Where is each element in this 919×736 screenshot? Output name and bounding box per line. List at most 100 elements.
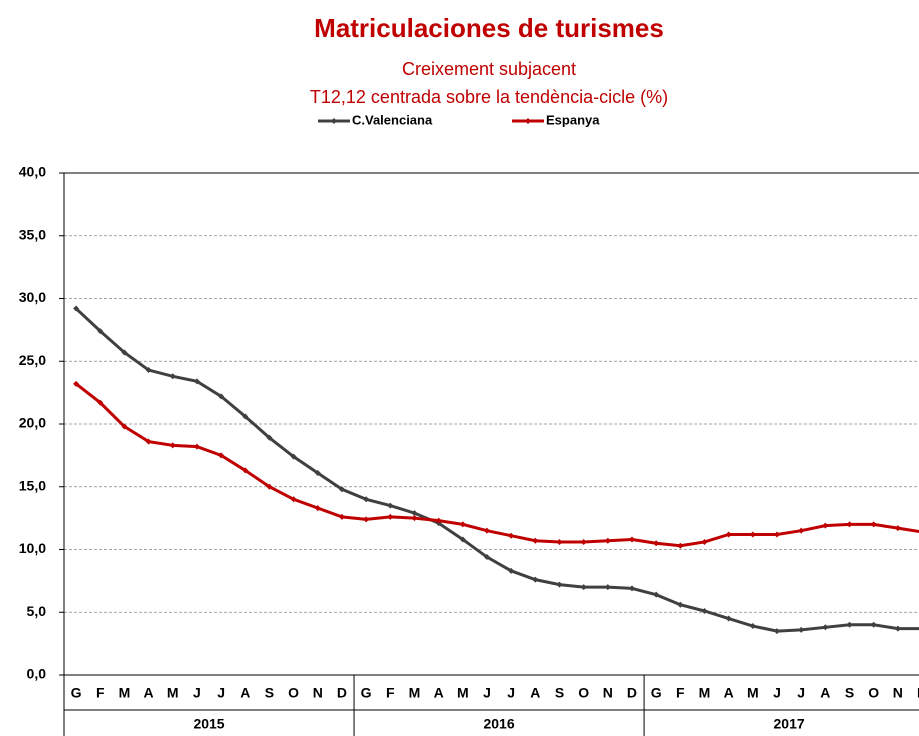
data-point — [822, 624, 829, 631]
data-point — [653, 591, 660, 598]
x-tick-label: O — [578, 685, 589, 701]
data-point — [169, 373, 176, 380]
x-tick-label: N — [313, 685, 323, 701]
data-point — [870, 621, 877, 628]
data-point — [387, 513, 394, 520]
data-point — [338, 486, 345, 493]
data-point — [556, 581, 563, 588]
data-point — [822, 522, 829, 529]
series-line — [75, 382, 919, 548]
data-point — [628, 585, 635, 592]
y-tick-label: 20,0 — [19, 415, 46, 431]
data-point — [73, 380, 80, 387]
data-point — [798, 626, 805, 633]
data-point — [532, 576, 539, 583]
data-point — [894, 525, 901, 532]
data-point — [363, 516, 370, 523]
data-point — [411, 515, 418, 522]
data-point — [870, 521, 877, 528]
x-tick-label: J — [193, 685, 201, 701]
data-point — [169, 442, 176, 449]
x-tick-label: O — [288, 685, 299, 701]
data-point — [459, 536, 466, 543]
y-tick-label: 5,0 — [27, 603, 47, 619]
x-tick-label: M — [457, 685, 469, 701]
legend-marker — [331, 118, 337, 124]
data-point — [846, 521, 853, 528]
y-tick-label: 15,0 — [19, 477, 46, 493]
year-label: 2017 — [774, 716, 805, 732]
legend-marker — [525, 118, 531, 124]
data-point — [73, 305, 80, 312]
x-tick-label: A — [530, 685, 540, 701]
data-point — [580, 584, 587, 591]
chart-title: Matriculaciones de turismes — [314, 13, 664, 43]
x-tick-label: O — [868, 685, 879, 701]
data-point — [266, 483, 273, 490]
data-point — [242, 413, 249, 420]
x-tick-label: M — [167, 685, 179, 701]
data-point — [580, 538, 587, 545]
data-point — [459, 521, 466, 528]
x-tick-label: J — [507, 685, 515, 701]
y-tick-label: 30,0 — [19, 289, 46, 305]
data-point — [145, 367, 152, 374]
data-point — [193, 443, 200, 450]
x-tick-label: A — [724, 685, 734, 701]
x-tick-label: G — [651, 685, 662, 701]
chart-subtitle: T12,12 centrada sobre la tendència-cicle… — [310, 87, 668, 107]
year-label: 2015 — [193, 716, 224, 732]
chart-subtitle: Creixement subjacent — [402, 59, 576, 79]
data-point — [701, 538, 708, 545]
data-point — [218, 393, 225, 400]
data-point — [97, 399, 104, 406]
data-point — [532, 537, 539, 544]
x-tick-label: A — [434, 685, 444, 701]
data-point — [435, 517, 442, 524]
data-point — [677, 601, 684, 608]
data-point — [725, 531, 732, 538]
x-tick-label: J — [773, 685, 781, 701]
x-tick-label: N — [893, 685, 903, 701]
data-point — [266, 434, 273, 441]
year-label: 2016 — [483, 716, 514, 732]
x-tick-label: F — [386, 685, 395, 701]
data-point — [242, 467, 249, 474]
x-tick-label: A — [820, 685, 830, 701]
x-tick-label: M — [409, 685, 421, 701]
x-tick-label: A — [240, 685, 250, 701]
data-point — [628, 536, 635, 543]
data-point — [363, 496, 370, 503]
data-point — [725, 615, 732, 622]
x-tick-label: G — [71, 685, 82, 701]
data-point — [121, 349, 128, 356]
data-point — [290, 496, 297, 503]
x-tick-label: J — [797, 685, 805, 701]
x-tick-label: G — [361, 685, 372, 701]
x-tick-label: D — [337, 685, 347, 701]
x-tick-label: J — [217, 685, 225, 701]
data-point — [774, 531, 781, 538]
data-point — [411, 510, 418, 517]
data-point — [677, 542, 684, 549]
data-point — [604, 584, 611, 591]
data-point — [604, 537, 611, 544]
data-point — [314, 469, 321, 476]
y-tick-label: 35,0 — [19, 226, 46, 242]
data-point — [121, 423, 128, 430]
x-tick-label: N — [603, 685, 613, 701]
data-point — [483, 527, 490, 534]
y-tick-label: 0,0 — [27, 666, 47, 682]
series-line — [75, 307, 919, 633]
legend-label: Espanya — [546, 112, 600, 127]
x-tick-label: A — [144, 685, 154, 701]
y-tick-label: 10,0 — [19, 540, 46, 556]
data-point — [774, 628, 781, 635]
y-tick-label: 40,0 — [19, 164, 46, 180]
x-tick-label: M — [699, 685, 711, 701]
data-point — [701, 607, 708, 614]
x-tick-label: M — [747, 685, 759, 701]
data-point — [387, 502, 394, 509]
legend-label: C.Valenciana — [352, 112, 433, 127]
